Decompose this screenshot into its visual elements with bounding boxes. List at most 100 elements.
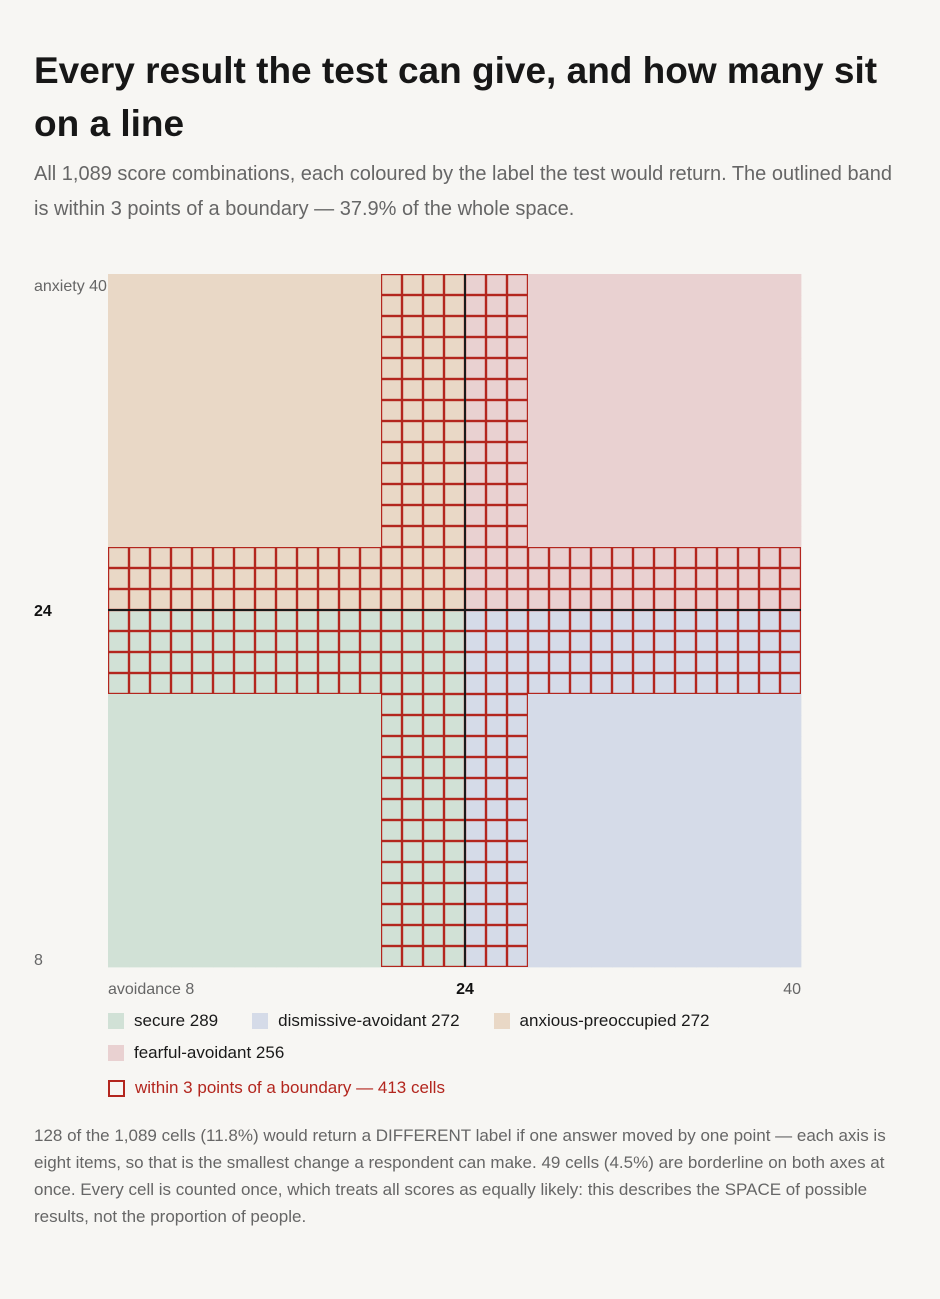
cell-dismissive [528,736,550,758]
cell-fearful [759,547,781,569]
band-cell-outline [318,568,340,590]
cell-fearful [570,337,592,359]
cell-dismissive [528,862,550,884]
cell-secure [339,736,361,758]
cell-anxious [381,421,403,443]
cell-fearful [465,505,487,527]
band-cell-outline [423,798,445,820]
cell-anxious [171,484,193,506]
band-cell-outline [548,652,570,674]
band-cell-outline [255,652,277,674]
cell-dismissive [507,925,529,947]
band-cell-outline [423,777,445,799]
cell-anxious [444,295,466,317]
cell-fearful [654,337,676,359]
cell-dismissive [612,841,634,863]
band-cell-outline [423,547,445,569]
band-cell-outline [402,945,424,967]
cell-secure [213,925,235,947]
band-cell-outline [695,568,717,590]
cell-secure [297,715,319,737]
band-cell-outline [381,336,403,358]
cell-dismissive [675,757,697,779]
cell-fearful [591,442,613,464]
cell-dismissive [759,841,781,863]
cell-fearful [654,421,676,443]
cell-anxious [213,463,235,485]
cell-secure [192,652,214,674]
cell-dismissive [528,820,550,842]
cell-dismissive [696,610,718,632]
cell-anxious [234,358,256,380]
cell-secure [129,904,151,926]
cell-anxious [381,484,403,506]
cell-dismissive [759,757,781,779]
cell-fearful [507,400,529,422]
band-cell-outline [150,568,172,590]
cell-anxious [276,526,298,548]
cell-anxious [192,295,214,317]
band-cell-outline [737,547,759,569]
cell-dismissive [591,778,613,800]
band-cell-outline [381,945,403,967]
cell-secure [255,736,277,758]
cell-fearful [759,484,781,506]
cell-anxious [213,526,235,548]
cell-fearful [612,442,634,464]
cell-fearful [507,379,529,401]
cell-secure [108,757,130,779]
cell-anxious [297,589,319,611]
cell-secure [234,757,256,779]
cell-secure [192,694,214,716]
band-cell-outline [779,568,801,590]
cell-secure [360,715,382,737]
cell-secure [381,904,403,926]
cell-anxious [423,337,445,359]
band-cell-outline [171,631,193,653]
cell-anxious [381,547,403,569]
cell-anxious [150,337,172,359]
cell-fearful [486,547,508,569]
cell-anxious [276,589,298,611]
cell-dismissive [507,862,529,884]
cell-dismissive [738,904,760,926]
cell-fearful [717,589,739,611]
band-cell-outline [611,631,633,653]
cell-anxious [129,358,151,380]
cell-secure [213,673,235,695]
cell-fearful [570,274,592,296]
cell-anxious [129,274,151,296]
band-cell-outline [402,924,424,946]
band-cell-outline [779,631,801,653]
band-cell-outline [423,819,445,841]
score-space-chart: anxiety 40 24 8 avoidance 8 24 40 [34,274,802,998]
cell-secure [108,883,130,905]
cell-secure [129,883,151,905]
band-cell-outline [590,652,612,674]
cell-fearful [633,379,655,401]
cell-fearful [654,316,676,338]
cell-dismissive [528,946,550,968]
band-cell-outline [402,819,424,841]
cell-dismissive [612,631,634,653]
cell-fearful [738,316,760,338]
cell-fearful [591,568,613,590]
cell-dismissive [591,862,613,884]
cell-dismissive [528,631,550,653]
cell-secure [129,673,151,695]
band-cell-outline [276,673,298,695]
cell-fearful [612,274,634,296]
band-cell-outline [486,294,508,316]
cell-secure [402,946,424,968]
band-cell-outline [402,400,424,422]
cell-secure [297,694,319,716]
band-cell-outline [423,652,445,674]
cell-fearful [465,463,487,485]
cell-secure [255,778,277,800]
cell-fearful [738,589,760,611]
cell-anxious [381,526,403,548]
cell-secure [381,799,403,821]
cell-secure [150,715,172,737]
cell-dismissive [780,820,802,842]
band-cell-outline [402,274,424,295]
